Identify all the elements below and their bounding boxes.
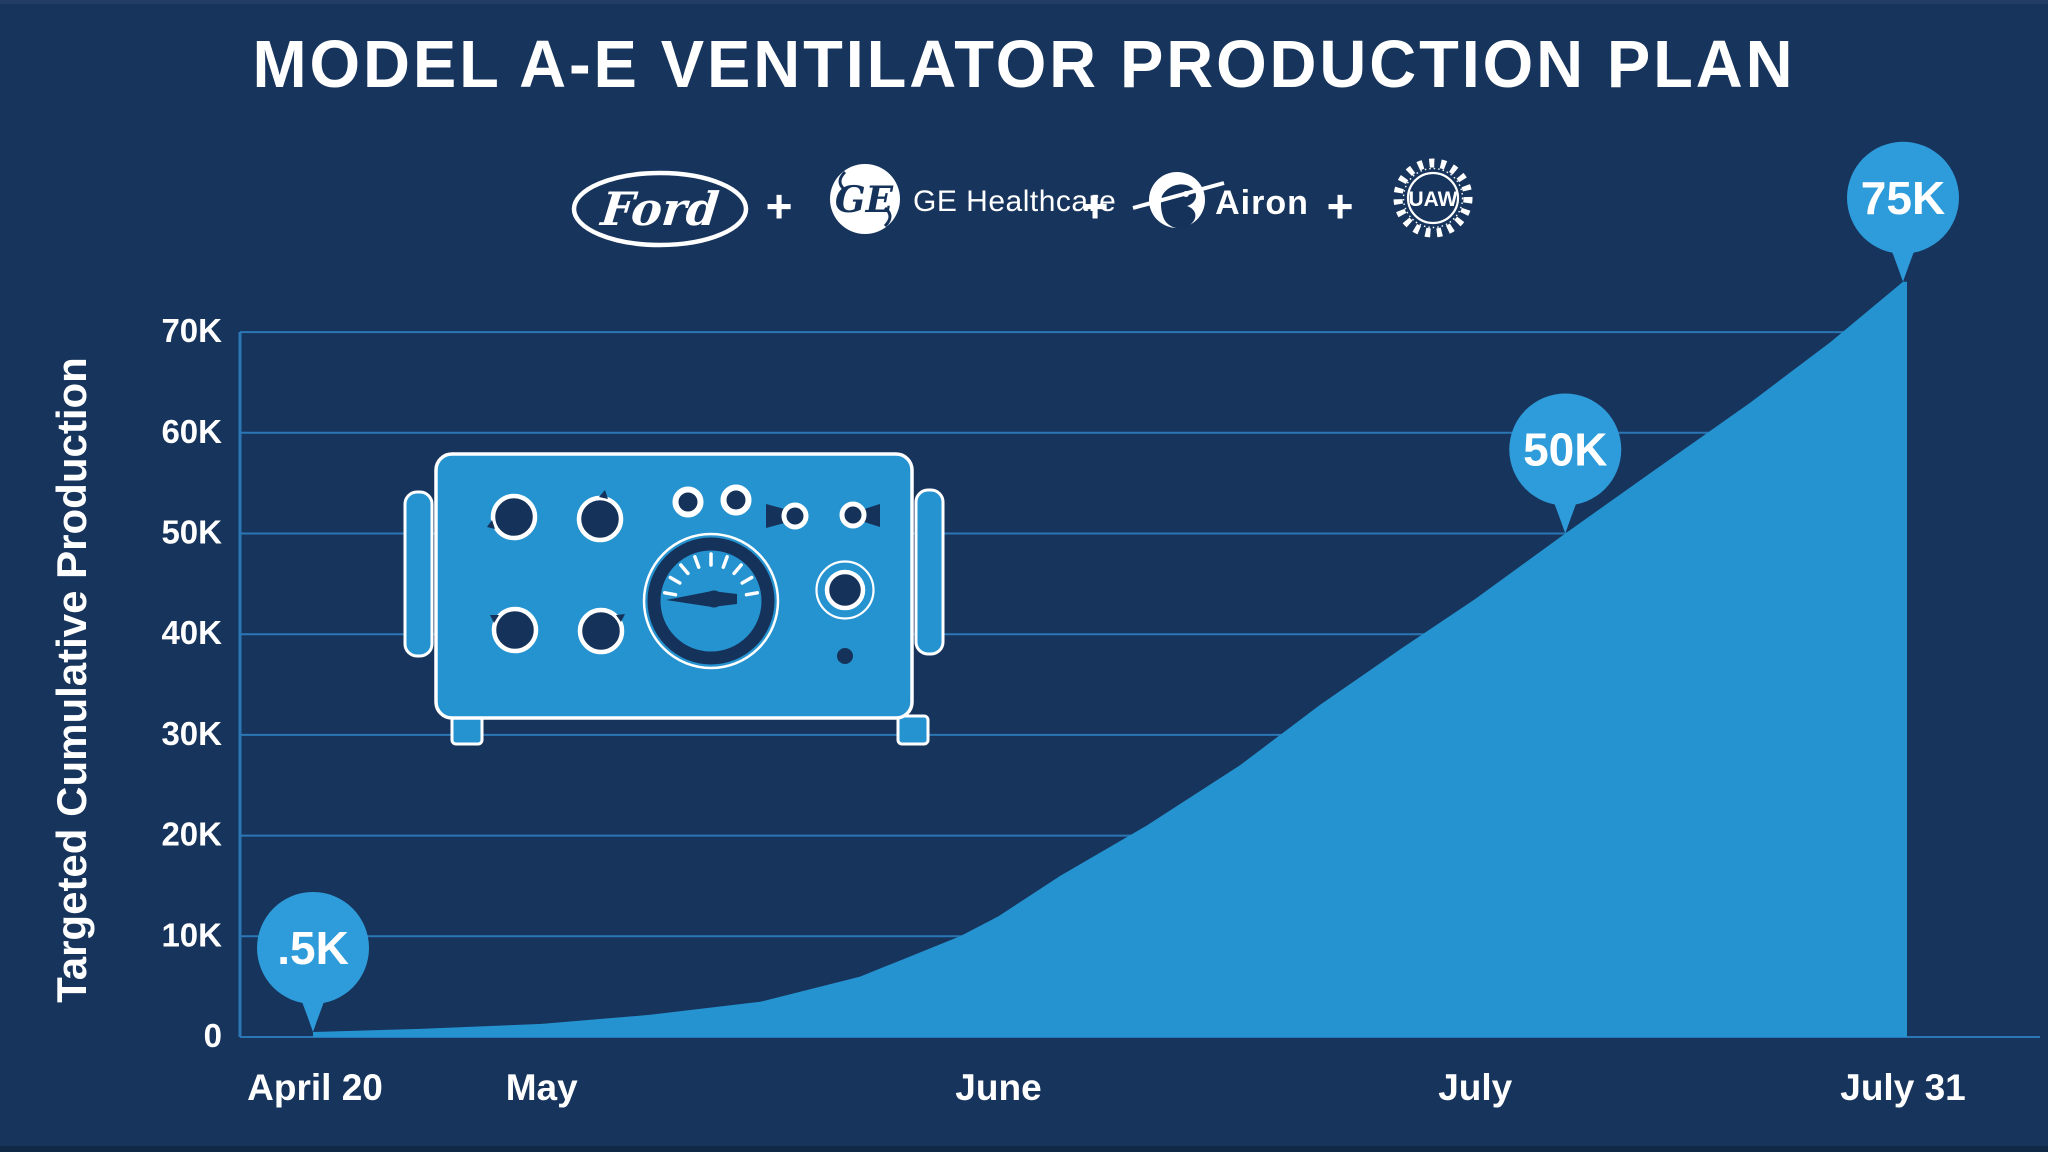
knob-pointer <box>616 614 625 622</box>
ford-logo: Ford <box>571 170 749 248</box>
knob <box>490 493 538 541</box>
x-tick-label: April 20 <box>247 1067 383 1108</box>
y-axis-title: Targeted Cumulative Production <box>48 357 95 1003</box>
uaw-wordmark: UAW <box>1409 188 1458 211</box>
partner-logos: Ford + GE GE Healthcare + Airon + UAW <box>571 158 1473 248</box>
top-border <box>0 0 2048 4</box>
callout-label: .5K <box>277 922 349 974</box>
y-tick-label: 20K <box>161 816 222 853</box>
callout-label: 75K <box>1861 172 1945 224</box>
area-series <box>313 281 1907 1037</box>
ge-swirl <box>838 170 847 192</box>
y-tick-label: 30K <box>161 715 222 752</box>
ventilator-handle <box>914 488 945 656</box>
callout-circle <box>1846 141 1959 254</box>
y-tick-label: 60K <box>161 413 222 450</box>
ventilator-foot <box>896 714 930 746</box>
airon-streak-icon <box>1132 181 1225 210</box>
callout-label: 50K <box>1523 424 1607 476</box>
knob <box>576 495 624 543</box>
y-tick-label: 0 <box>204 1017 222 1054</box>
y-tick-label: 50K <box>161 514 222 551</box>
gauge-hub <box>705 590 723 608</box>
uaw-inner-ring-icon <box>1406 171 1460 225</box>
y-tick-label: 70K <box>161 312 222 349</box>
plus-separator: + <box>1327 180 1354 232</box>
callout-bubble: .5K <box>257 891 370 1032</box>
x-tick-label: July <box>1438 1067 1512 1108</box>
ventilator-foot <box>450 714 484 746</box>
callout-circle <box>257 891 370 1004</box>
callouts: .5K 50K 75K <box>257 141 1959 1032</box>
y-tick-label: 40K <box>161 614 222 651</box>
callout-bubble: 75K <box>1846 141 1959 282</box>
valve-fitting <box>781 502 809 530</box>
uaw-logo: UAW <box>1393 158 1473 238</box>
gauge-bezel <box>647 537 775 665</box>
x-tick-label: July 31 <box>1840 1067 1965 1108</box>
knob-pointer <box>599 490 608 499</box>
knob-pointer <box>490 615 499 623</box>
pressure-gauge <box>642 532 780 670</box>
ge-logo: GE GE Healthcare <box>830 164 1116 234</box>
ventilator-handle <box>403 490 434 658</box>
airon-eye-icon <box>1183 191 1189 197</box>
ventilator-illustration <box>403 452 945 746</box>
knob-pointer <box>487 520 495 529</box>
screw-dot <box>837 648 853 664</box>
ford-wordmark: Ford <box>597 182 722 236</box>
knob <box>577 607 625 655</box>
ge-swirl <box>883 206 892 228</box>
indicator-light <box>720 484 752 516</box>
x-tick-label: May <box>506 1067 578 1108</box>
uaw-gear-icon <box>1393 158 1473 238</box>
ge-monogram-circle-icon <box>830 164 900 234</box>
knob <box>491 606 539 654</box>
plus-separator: + <box>766 180 793 232</box>
x-tick-label: June <box>955 1067 1041 1108</box>
ford-oval-icon <box>571 170 749 248</box>
gauge-ticks <box>662 552 760 597</box>
callout-circle <box>1509 393 1622 506</box>
axis-labels: 0 10K 20K 30K 40K 50K 60K 70K April 20 May June Jul… <box>161 312 1965 1108</box>
ge-wordmark: GE Healthcare <box>913 185 1116 218</box>
uaw-text-ring-icon <box>1402 167 1464 229</box>
power-control <box>824 569 866 611</box>
valve-fitting <box>839 501 867 529</box>
airon-logo: Airon <box>1132 172 1309 229</box>
y-tick-label: 10K <box>161 916 222 953</box>
airon-wordmark: Airon <box>1215 184 1309 222</box>
bottom-border <box>0 1146 2048 1152</box>
page-title: MODEL A-E VENTILATOR PRODUCTION PLAN <box>252 27 1796 102</box>
power-control-ring <box>815 560 875 620</box>
plus-separator: + <box>1082 180 1109 232</box>
callout-bubble: 50K <box>1509 393 1622 534</box>
indicator-light <box>672 486 704 518</box>
ge-monogram: GE <box>835 179 894 221</box>
